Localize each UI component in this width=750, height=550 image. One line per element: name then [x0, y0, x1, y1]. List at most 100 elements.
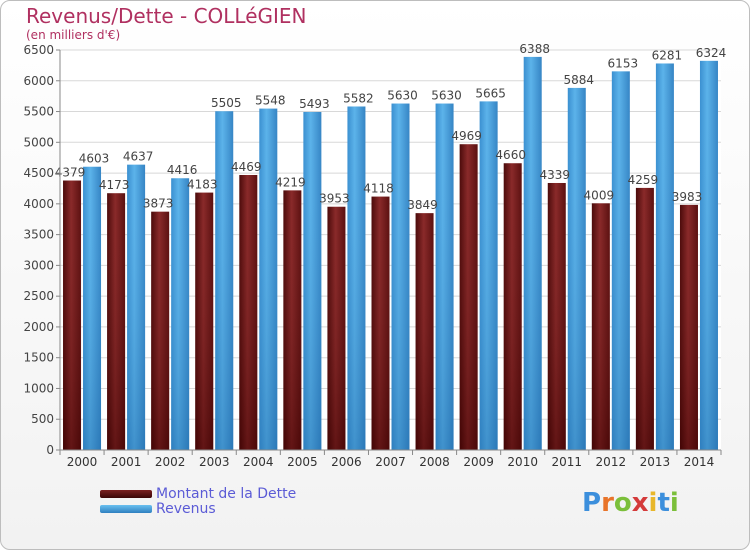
- x-tick-label: 2002: [155, 455, 186, 469]
- data-label-dette: 4219: [275, 175, 306, 189]
- bar-revenus-shade: [259, 108, 278, 450]
- y-tick-label: 0: [46, 443, 54, 457]
- data-label-revenus: 6281: [652, 48, 683, 62]
- data-label-dette: 3873: [143, 197, 174, 211]
- chart-title: Revenus/Dette - COLLéGIEN: [26, 4, 307, 28]
- data-label-dette: 4969: [451, 129, 482, 143]
- chart-subtitle: (en milliers d'€): [26, 28, 121, 42]
- x-tick-label: 2001: [111, 455, 142, 469]
- x-tick-label: 2006: [331, 455, 362, 469]
- legend-item-debt: Montant de la Dette: [100, 485, 297, 502]
- data-label-revenus: 4603: [79, 152, 110, 166]
- x-tick-label: 2009: [463, 455, 494, 469]
- legend-swatch-debt: [100, 489, 152, 498]
- x-tick-label: 2013: [640, 455, 671, 469]
- plot-area: [60, 50, 721, 450]
- y-tick-label: 1500: [23, 351, 54, 365]
- y-tick-label: 1000: [23, 381, 54, 395]
- bar-revenus-shade: [83, 166, 102, 450]
- y-tick-label: 2000: [23, 320, 54, 334]
- bar-dette-shade: [327, 206, 346, 450]
- x-tick-label: 2011: [551, 455, 582, 469]
- data-label-dette: 4660: [495, 148, 526, 162]
- x-tick-label: 2003: [199, 455, 230, 469]
- bar-revenus-shade: [215, 111, 234, 450]
- bar-revenus-shade: [567, 87, 586, 451]
- data-label-dette: 3849: [407, 198, 438, 212]
- y-tick-label: 4500: [23, 166, 54, 180]
- bar-revenus-shade: [699, 60, 718, 450]
- y-tick-label: 2500: [23, 289, 54, 303]
- bar-dette-shade: [503, 163, 522, 450]
- data-label-revenus: 5665: [475, 86, 506, 100]
- data-label-revenus: 5630: [431, 89, 462, 103]
- axes: 0 500 1000 1500 2000 2500 3000 3500 4000 4500 5000…: [23, 43, 722, 469]
- bar-dette-shade: [107, 193, 126, 450]
- bar-revenus-shade: [655, 63, 674, 450]
- legend-item-revenus: Revenus: [100, 500, 296, 517]
- y-tick-label: 3000: [23, 258, 54, 272]
- data-label-dette: 4339: [539, 168, 570, 182]
- data-label-dette: 4118: [363, 182, 394, 196]
- bar-dette-shade: [151, 211, 170, 450]
- x-tick-label: 2004: [243, 455, 274, 469]
- data-label-revenus: 5630: [387, 89, 418, 103]
- bar-dette-shade: [195, 192, 214, 451]
- data-label-revenus: 5548: [255, 94, 286, 108]
- x-tick-label: 2008: [419, 455, 450, 469]
- data-label-revenus: 6388: [519, 42, 550, 56]
- bar-dette-shade: [371, 196, 390, 450]
- bar-dette-shade: [679, 204, 698, 450]
- x-tick-label: 2012: [596, 455, 627, 469]
- legend-label-revenus: Revenus: [156, 500, 216, 517]
- x-tick-label: 2010: [507, 455, 538, 469]
- legend-swatch-revenus: [100, 504, 152, 513]
- bar-revenus-shade: [127, 164, 146, 450]
- bars: [63, 56, 718, 451]
- y-tick-label: 6500: [23, 43, 54, 57]
- proxiti-logo: Proxiti: [582, 488, 679, 518]
- bar-dette-shade: [239, 174, 258, 450]
- data-label-revenus: 6324: [696, 46, 727, 60]
- data-label-revenus: 5582: [343, 91, 374, 105]
- x-tick-label: 2014: [684, 455, 715, 469]
- y-tick-label: 500: [31, 412, 54, 426]
- legend-label-debt: Montant de la Dette: [156, 485, 297, 502]
- data-label-dette: 3953: [319, 192, 350, 206]
- data-label-revenus: 5505: [211, 96, 242, 110]
- bar-revenus-shade: [171, 178, 190, 450]
- y-tick-label: 6000: [23, 74, 54, 88]
- bar-dette-shade: [459, 144, 478, 450]
- data-label-revenus: 5884: [563, 73, 594, 87]
- data-label-dette: 4183: [187, 178, 218, 192]
- data-label-revenus: 4637: [123, 150, 154, 164]
- y-tick-label: 5000: [23, 135, 54, 149]
- bar-dette-shade: [283, 190, 302, 450]
- data-label-dette: 4259: [628, 173, 659, 187]
- data-label-revenus: 6153: [608, 56, 639, 70]
- y-tick-label: 4000: [23, 197, 54, 211]
- data-label-revenus: 5493: [299, 97, 330, 111]
- bar-revenus-shade: [303, 111, 322, 450]
- bar-revenus-shade: [391, 103, 410, 451]
- bar-revenus-shade: [479, 101, 498, 450]
- bar-dette-shade: [63, 180, 82, 450]
- bar-revenus-shade: [611, 71, 630, 450]
- data-label-dette: 4173: [99, 178, 130, 192]
- data-label-revenus: 4416: [167, 163, 198, 177]
- x-tick-label: 2000: [67, 455, 98, 469]
- bar-dette-shade: [547, 182, 566, 450]
- data-label-dette: 3983: [672, 190, 703, 204]
- bar-dette-shade: [591, 203, 610, 450]
- x-tick-label: 2005: [287, 455, 318, 469]
- x-tick-label: 2007: [375, 455, 406, 469]
- data-label-dette: 4379: [55, 166, 86, 180]
- legend: Montant de la Dette Revenus: [100, 485, 297, 517]
- y-tick-label: 5500: [23, 105, 54, 119]
- data-label-dette: 4009: [584, 188, 615, 202]
- bar-dette-shade: [415, 213, 434, 450]
- bar-revenus-shade: [435, 103, 454, 451]
- bar-revenus-shade: [523, 56, 542, 451]
